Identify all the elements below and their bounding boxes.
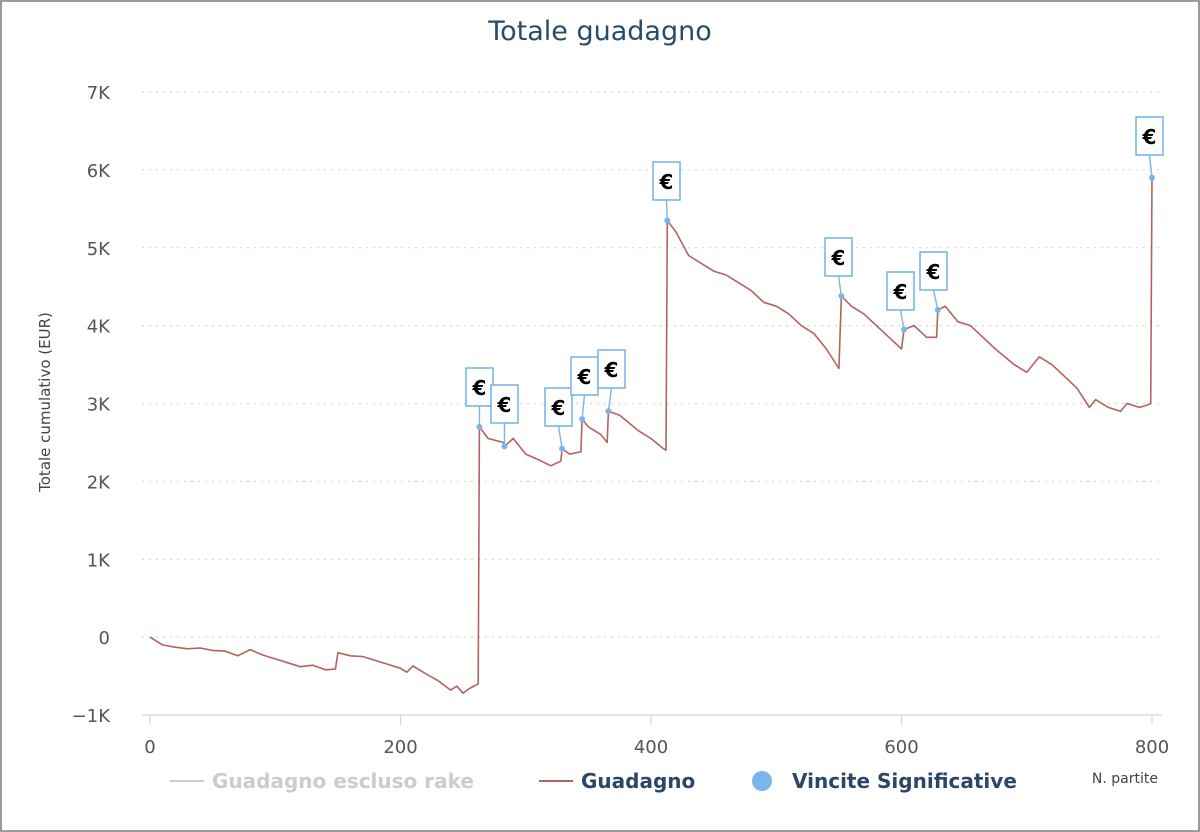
x-tick-label: 400 xyxy=(634,737,668,758)
flag-box xyxy=(597,349,626,389)
vincita-flag[interactable]: € xyxy=(490,384,519,450)
flag-connector xyxy=(1148,154,1153,178)
flag-box xyxy=(544,387,573,427)
vincita-flag[interactable]: € xyxy=(886,271,915,333)
y-axis-ticks: −1K 0 1K 2K 3K 4K 5K 6K 7K xyxy=(72,83,112,727)
flag-label: € xyxy=(893,280,908,304)
chart-title: Totale guadagno xyxy=(488,16,712,47)
vincita-flag[interactable]: € xyxy=(465,367,494,430)
series-line-guadagno xyxy=(149,177,1153,694)
vincita-flag[interactable]: € xyxy=(544,387,573,452)
legend: Guadagno escluso rake Guadagno Vincite Sig… xyxy=(170,769,1017,793)
vincita-point xyxy=(476,423,483,430)
vincita-flag[interactable]: € xyxy=(824,237,853,300)
y-axis-label: Totale cumulativo (EUR) xyxy=(36,312,54,493)
flag-connector xyxy=(932,289,939,311)
vincita-flag[interactable]: € xyxy=(652,161,681,224)
y-tick-label: 5K xyxy=(87,239,111,260)
flag-label: € xyxy=(831,246,846,270)
y-tick-label: 6K xyxy=(87,161,111,182)
vincita-point xyxy=(605,408,612,415)
legend-label: Guadagno escluso rake xyxy=(212,769,474,793)
legend-item[interactable]: Guadagno xyxy=(539,769,695,793)
flag-label: € xyxy=(659,170,674,194)
y-tick-label: 3K xyxy=(87,395,111,416)
x-tick-label: 200 xyxy=(383,737,417,758)
vincita-point xyxy=(579,416,586,423)
y-tick-label: −1K xyxy=(72,706,112,727)
vincita-point xyxy=(559,445,566,452)
flag-label: € xyxy=(604,358,619,382)
y-tick-label: 7K xyxy=(87,83,111,104)
flag-label: € xyxy=(577,365,592,389)
vincita-point xyxy=(838,293,845,300)
flag-box xyxy=(886,271,915,311)
vincita-point xyxy=(934,307,941,314)
y-tick-label: 1K xyxy=(87,550,111,571)
flag-box xyxy=(465,367,494,407)
flag-label: € xyxy=(472,376,487,400)
y-tick-label: 4K xyxy=(87,317,111,338)
flag-box xyxy=(919,251,948,291)
vincita-flag[interactable]: € xyxy=(1135,116,1164,181)
flag-connector xyxy=(581,394,586,420)
x-axis: 0 200 400 600 800 xyxy=(142,714,1169,758)
vincita-point xyxy=(664,217,671,224)
flag-connector xyxy=(665,199,668,221)
flag-label: € xyxy=(926,260,941,284)
flag-connector xyxy=(557,425,563,449)
vincita-point xyxy=(1149,174,1155,181)
flag-box xyxy=(490,384,519,424)
vincita-flag[interactable]: € xyxy=(570,356,599,423)
flag-box xyxy=(824,237,853,277)
flag-box xyxy=(1135,116,1164,156)
flag-connector xyxy=(837,275,843,297)
flag-label: € xyxy=(1142,125,1157,149)
x-tick-label: 800 xyxy=(1135,737,1169,758)
vincita-point xyxy=(501,443,508,450)
flag-connector xyxy=(607,387,613,412)
legend-circle-symbol xyxy=(752,771,772,791)
x-tick-label: 0 xyxy=(144,737,155,758)
y-tick-label: 2K xyxy=(87,472,111,493)
x-axis-label: N. partite xyxy=(1092,771,1158,787)
legend-item[interactable]: Vincite Significative xyxy=(752,769,1017,793)
flag-label: € xyxy=(551,396,566,420)
vincita-flag[interactable]: € xyxy=(919,251,948,314)
y-tick-label: 0 xyxy=(99,628,110,649)
grid-lines xyxy=(142,91,1162,638)
vincita-point xyxy=(901,326,908,333)
series-layer xyxy=(149,177,1153,694)
flag-connector xyxy=(899,309,905,330)
flag-label: € xyxy=(497,393,512,417)
vincita-flag[interactable]: € xyxy=(597,349,626,415)
flag-layer: € € € € € € € € € € xyxy=(465,116,1164,452)
legend-item[interactable]: Guadagno escluso rake xyxy=(170,769,474,793)
legend-label: Vincite Significative xyxy=(792,769,1017,793)
x-tick-label: 600 xyxy=(884,737,918,758)
flag-box xyxy=(652,161,681,201)
legend-label: Guadagno xyxy=(581,769,695,793)
